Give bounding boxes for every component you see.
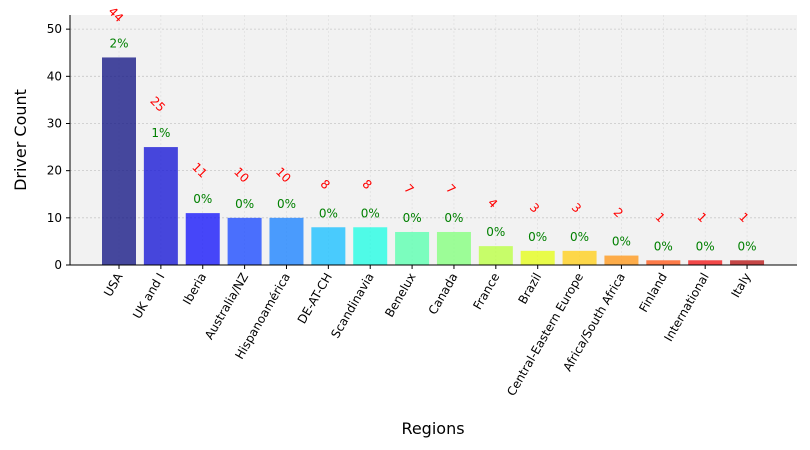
y-axis-title: Driver Count	[11, 89, 30, 191]
y-tick-label: 40	[47, 69, 62, 83]
percent-label: 0%	[403, 211, 422, 225]
percent-label: 0%	[528, 230, 547, 244]
bar	[395, 231, 430, 265]
x-tick-label: France	[470, 271, 502, 313]
percent-label: 0%	[738, 239, 757, 253]
percent-label: 0%	[654, 239, 673, 253]
x-tick-label: Canada	[426, 271, 461, 318]
x-tick-label: Finland	[636, 271, 670, 315]
x-tick-label: Benelux	[382, 271, 418, 320]
percent-label: 1%	[151, 126, 170, 140]
percent-label: 0%	[612, 235, 631, 249]
y-tick-label: 50	[47, 22, 62, 36]
x-tick-label: USA	[101, 270, 126, 299]
y-tick-label: 20	[47, 164, 62, 178]
bar	[311, 227, 346, 265]
percent-label: 0%	[570, 230, 589, 244]
x-axis-title: Regions	[401, 419, 464, 438]
y-tick-label: 0	[54, 258, 62, 272]
bar	[688, 260, 723, 265]
bar	[353, 227, 388, 265]
x-tick-label: DE-AT-CH	[295, 271, 335, 327]
percent-label: 0%	[696, 239, 715, 253]
percent-label: 0%	[444, 211, 463, 225]
bar	[269, 217, 304, 265]
x-tick-label: Scandinavia	[328, 271, 377, 341]
bar	[520, 250, 555, 265]
bar	[102, 57, 136, 265]
x-tick-label: UK and I	[130, 271, 167, 322]
x-tick-label: Australia/NZ	[202, 271, 251, 342]
x-tick-label: Central-Eastern Europe	[504, 271, 586, 399]
x-ticks: USA UK and I IberiaAustralia/NZHispanoamér…	[101, 265, 754, 398]
x-tick-label: Brazil	[515, 271, 544, 307]
bar	[646, 260, 681, 265]
bar	[478, 246, 513, 265]
bar	[730, 260, 765, 265]
y-tick-label: 30	[47, 116, 62, 130]
percent-label: 0%	[319, 206, 338, 220]
bar	[436, 231, 471, 265]
bar	[143, 147, 178, 265]
bar	[562, 250, 597, 265]
x-tick-label: Iberia	[180, 271, 209, 308]
percent-label: 0%	[486, 225, 505, 239]
x-tick-label: Italy	[729, 271, 754, 301]
bar	[185, 213, 220, 265]
percent-label: 2%	[109, 36, 128, 50]
percent-label: 0%	[277, 197, 296, 211]
percent-label: 0%	[235, 197, 254, 211]
y-ticks: 0 10 20 30 40 50	[47, 22, 70, 272]
bar	[227, 217, 262, 265]
y-tick-label: 10	[47, 211, 62, 225]
percent-label: 0%	[193, 192, 212, 206]
plot-area	[70, 15, 797, 265]
percent-label: 0%	[361, 206, 380, 220]
bars	[102, 57, 765, 265]
x-tick-label: International	[661, 271, 711, 344]
bar	[604, 255, 639, 265]
